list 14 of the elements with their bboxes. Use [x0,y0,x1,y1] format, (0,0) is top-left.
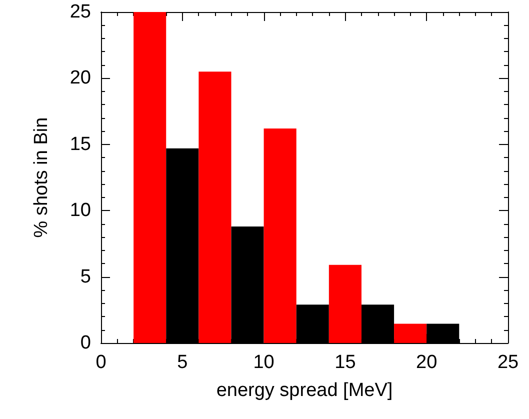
x-axis-title: energy spread [MeV] [216,380,393,401]
x-tick-label: 20 [416,352,438,373]
y-tick-label: 20 [70,68,91,89]
x-tick-label: 25 [497,352,519,373]
y-axis-title: % shots in Bin [31,117,52,238]
x-tick-label: 10 [253,352,274,373]
y-tick-label: 15 [70,134,91,155]
x-tick-label: 0 [96,352,106,373]
y-tick-label: 5 [80,266,91,288]
y-tick-label: 0 [80,332,91,354]
y-tick-label: 10 [70,200,91,222]
y-tick-label: 25 [70,2,91,22]
x-tick-label: 5 [177,352,188,373]
x-tick-label: 15 [334,352,356,373]
